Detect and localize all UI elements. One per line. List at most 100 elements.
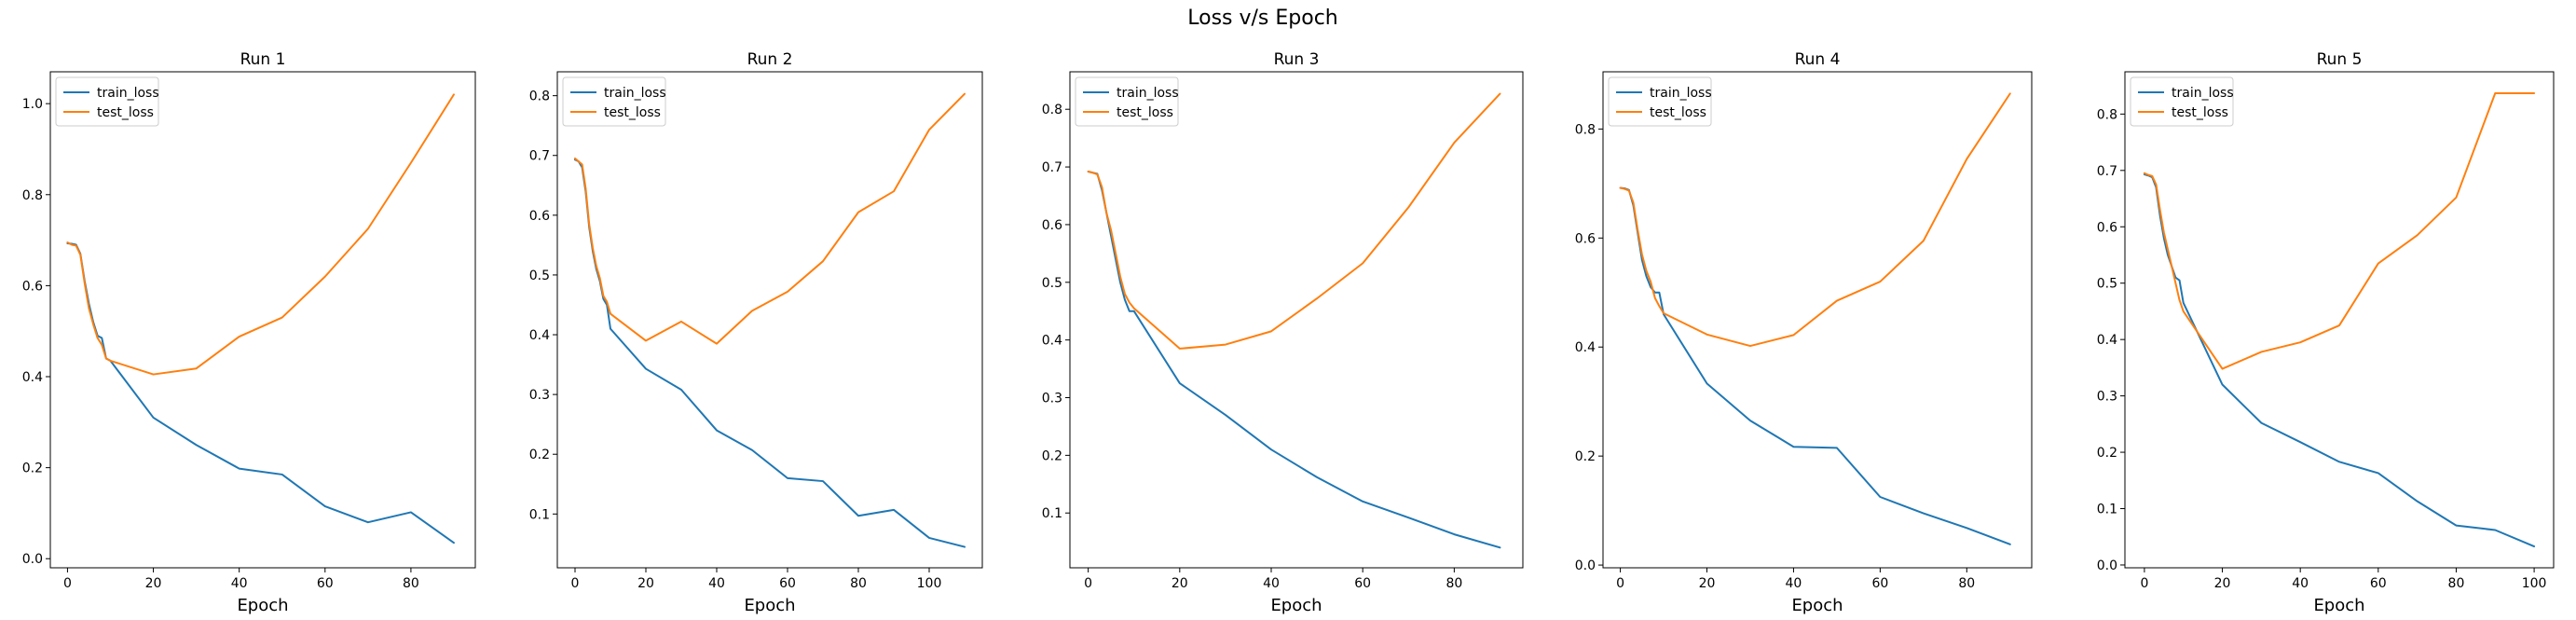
subplot-run-2: Run 2 0 20 40 60 80 100 0.1 0.2 0.3 0.4 0.5 0.6 0.7 0.… [529, 50, 983, 615]
subplot-run-5: Run 5 0 20 40 60 80 100 0.0 0.1 0.2 0.3 0.4 0.5 0.6 0.… [2097, 50, 2555, 615]
y-tick-label: 0.8 [2097, 107, 2117, 122]
x-tick-label: 80 [403, 576, 419, 591]
subplot-title: Run 1 [240, 50, 286, 69]
legend-entry: train_loss [2172, 86, 2234, 101]
legend-entry: train_loss [604, 86, 666, 101]
subplot-grid: Run 1 0 20 40 60 80 0.0 0.2 0.4 0.6 0.8 1.0 Epoch tra… [22, 50, 2555, 615]
x-tick-label: 80 [1446, 576, 1462, 591]
x-tick-label: 40 [1786, 576, 1802, 591]
subplot-run-3: Run 3 0 20 40 60 80 0.1 0.2 0.3 0.4 0.5 0.6 0.7 0.8 Ep… [1042, 50, 1524, 615]
legend: train_loss test_loss [562, 76, 666, 127]
y-tick-label: 0.4 [22, 370, 43, 385]
x-axis-label: Epoch [1791, 596, 1843, 615]
subplot-title: Run 4 [1795, 50, 1841, 69]
y-tick-label: 0.1 [1042, 506, 1062, 521]
x-tick-label: 60 [779, 576, 796, 591]
subplot-title: Run 2 [747, 50, 793, 69]
x-tick-label: 80 [1958, 576, 1975, 591]
x-tick-label: 0 [571, 576, 580, 591]
legend: train_loss test_loss [1075, 76, 1179, 127]
y-tick-label: 0.0 [1575, 558, 1596, 573]
x-tick-label: 60 [1871, 576, 1888, 591]
y-tick-label: 0.0 [2097, 558, 2117, 573]
y-tick-label: 0.5 [2097, 277, 2117, 292]
x-tick-label: 0 [1616, 576, 1624, 591]
legend-frame [562, 76, 666, 127]
series-line-test-loss [2143, 91, 2536, 370]
y-tick-label: 0.2 [1575, 449, 1596, 464]
legend-frame [55, 76, 159, 127]
x-axis-label: Epoch [237, 596, 288, 615]
y-tick-label: 0.2 [22, 462, 43, 476]
legend-frame [1075, 76, 1179, 127]
x-tick-label: 20 [1172, 576, 1188, 591]
y-tick-label: 0.3 [529, 388, 550, 403]
y-tick-label: 0.4 [2097, 333, 2117, 348]
x-tick-label: 20 [2214, 576, 2231, 591]
y-tick-label: 0.4 [1042, 334, 1062, 349]
plot-area [556, 71, 983, 569]
x-tick-label: 0 [63, 576, 72, 591]
y-tick-label: 0.8 [1575, 122, 1596, 137]
subplot-run-4: Run 4 0 20 40 60 80 0.0 0.2 0.4 0.6 0.8 Epoch train_… [1575, 50, 2033, 615]
y-tick-label: 0.1 [2097, 503, 2117, 517]
plot-area [1069, 71, 1524, 569]
y-tick-label: 0.2 [529, 448, 550, 462]
y-tick-label: 0.6 [1575, 231, 1596, 246]
legend: train_loss test_loss [2130, 76, 2234, 127]
y-tick-label: 0.7 [529, 149, 550, 164]
x-axis-label: Epoch [744, 596, 795, 615]
figure-suptitle: Loss v/s Epoch [1187, 7, 1338, 30]
y-tick-label: 0.4 [529, 328, 550, 343]
series-line-test-loss [1087, 92, 1501, 350]
legend-frame [2130, 76, 2234, 127]
legend-entry: test_loss [604, 105, 661, 120]
y-tick-label: 0.3 [1042, 392, 1062, 406]
x-tick-label: 20 [637, 576, 654, 591]
y-tick-label: 0.3 [2097, 390, 2117, 405]
y-tick-label: 0.6 [22, 279, 43, 294]
x-tick-label: 100 [2522, 576, 2547, 591]
subplot-title: Run 5 [2317, 50, 2363, 69]
x-axis-label: Epoch [1270, 596, 1322, 615]
x-tick-label: 40 [231, 576, 248, 591]
x-tick-label: 60 [317, 576, 334, 591]
x-tick-label: 20 [1699, 576, 1716, 591]
legend: train_loss test_loss [55, 76, 159, 127]
x-tick-label: 40 [2292, 576, 2309, 591]
legend-frame [1608, 76, 1712, 127]
y-tick-label: 0.7 [2097, 164, 2117, 179]
x-tick-label: 0 [1084, 576, 1092, 591]
y-tick-label: 0.8 [1042, 103, 1062, 117]
y-tick-label: 0.8 [22, 188, 43, 203]
y-tick-label: 0.1 [529, 507, 550, 522]
x-tick-label: 40 [708, 576, 725, 591]
legend-entry: train_loss [1117, 86, 1179, 101]
y-tick-label: 0.6 [529, 209, 550, 224]
plot-area [1602, 71, 2033, 569]
legend-entry: train_loss [97, 86, 159, 101]
x-tick-label: 80 [850, 576, 867, 591]
y-tick-label: 0.2 [1042, 448, 1062, 463]
series-line-test-loss [574, 92, 966, 345]
x-tick-label: 0 [2140, 576, 2148, 591]
y-tick-label: 1.0 [22, 97, 43, 112]
y-tick-label: 0.6 [1042, 218, 1062, 233]
series-line-test-loss [1619, 92, 2011, 348]
x-tick-label: 20 [145, 576, 162, 591]
legend-entry: test_loss [97, 105, 154, 120]
legend: train_loss test_loss [1608, 76, 1712, 127]
series-line-test-loss [66, 93, 455, 376]
y-tick-label: 0.2 [2097, 446, 2117, 461]
legend-entry: test_loss [1650, 105, 1706, 120]
x-tick-label: 60 [1354, 576, 1371, 591]
plot-area [2124, 71, 2555, 569]
x-tick-label: 40 [1263, 576, 1280, 591]
y-tick-label: 0.8 [529, 90, 550, 104]
subplot-title: Run 3 [1274, 50, 1320, 69]
legend-entry: train_loss [1650, 86, 1712, 101]
y-tick-label: 0.7 [1042, 160, 1062, 175]
y-tick-label: 0.6 [2097, 220, 2117, 235]
x-axis-label: Epoch [2313, 596, 2364, 615]
